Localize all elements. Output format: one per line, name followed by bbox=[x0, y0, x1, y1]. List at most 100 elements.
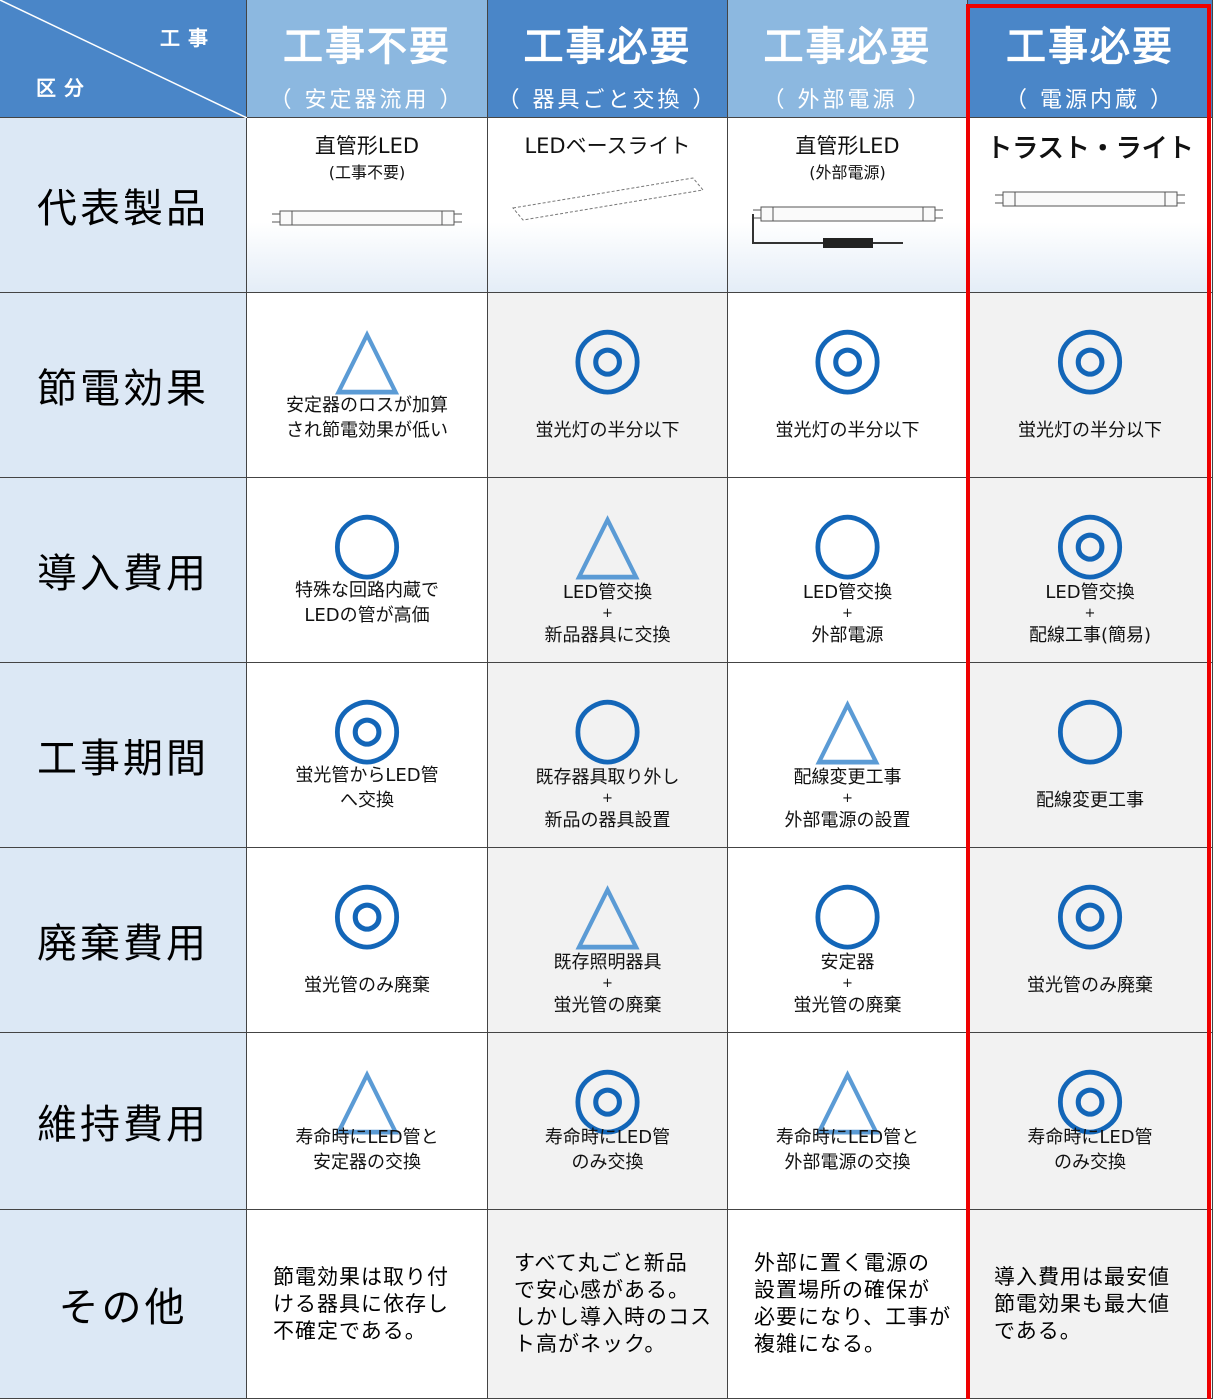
rating-symbol: △ bbox=[815, 1046, 880, 1144]
rating-symbol: ◎ bbox=[810, 306, 885, 404]
rating-symbol: ◎ bbox=[1053, 861, 1127, 959]
cell-text: ける器具に依存し bbox=[273, 1291, 449, 1316]
column-header: 工事必要 （ 器具ごと交換 ） bbox=[488, 0, 728, 118]
cell-text-block: 寿命時にLED管 のみ交換 bbox=[968, 1125, 1212, 1175]
cell-text: 蛍光管のみ廃棄 bbox=[304, 975, 430, 996]
cell-text-block: 安定器 + 蛍光管の廃棄 bbox=[728, 950, 967, 1018]
column-header: 工事必要 （ 外部電源 ） bbox=[728, 0, 968, 118]
product-illustration bbox=[751, 206, 943, 248]
cell: 直管形LED (工事不要) bbox=[247, 118, 488, 293]
rating-symbol: ○ bbox=[330, 491, 404, 589]
cell-text: 寿命時にLED管 bbox=[1027, 1127, 1153, 1148]
row-label: 導入費用 bbox=[0, 478, 247, 663]
cell-text: 外部に置く電源の bbox=[754, 1251, 930, 1275]
column-title: 工事必要 bbox=[1006, 24, 1174, 70]
cell-text-block: LED管交換 + 新品器具に交換 bbox=[488, 580, 727, 648]
cell-text: 安定器の交換 bbox=[313, 1152, 421, 1173]
rating-symbol: △ bbox=[575, 861, 640, 959]
rating-symbol: ◎ bbox=[1053, 306, 1127, 404]
cell-text: + bbox=[842, 606, 853, 621]
cell-text: 新品の器具設置 bbox=[544, 810, 671, 831]
column-header: 工事不要 （ 安定器流用 ） bbox=[247, 0, 488, 118]
cell-text: 蛍光管のみ廃棄 bbox=[1027, 975, 1153, 996]
cell-text: 配線工事(簡易) bbox=[1028, 625, 1152, 646]
row-label: その他 bbox=[0, 1210, 247, 1399]
column-subtitle: （ 外部電源 ） bbox=[762, 88, 933, 113]
cell: LEDベースライト bbox=[488, 118, 728, 293]
column-subtitle: （ 器具ごと交換 ） bbox=[497, 88, 718, 113]
cell: △ 配線変更工事 + 外部電源の設置 bbox=[728, 663, 968, 848]
rating-symbol: ○ bbox=[810, 491, 885, 589]
cell: △ 安定器のロスが加算 され節電効果が低い bbox=[247, 293, 488, 478]
cell: ○ 配線変更工事 bbox=[968, 663, 1213, 848]
rating-symbol: △ bbox=[575, 491, 640, 589]
cell-text-block: 蛍光管のみ廃棄 bbox=[968, 973, 1212, 998]
cell-text: へ交換 bbox=[340, 790, 394, 811]
cell-text-block: 蛍光灯の半分以下 bbox=[968, 418, 1212, 443]
cell-text: 新品器具に交換 bbox=[544, 625, 671, 646]
cell-text: ト高がネック。 bbox=[514, 1332, 667, 1356]
product-name: 直管形LED (外部電源) bbox=[728, 132, 967, 185]
rating-symbol: △ bbox=[815, 676, 880, 774]
corner-bottom: 区分 bbox=[36, 76, 92, 100]
rating-symbol: △ bbox=[334, 1046, 400, 1144]
product-image bbox=[247, 193, 487, 248]
cell: △ 既存照明器具 + 蛍光管の廃棄 bbox=[488, 848, 728, 1033]
cell: ◎ 寿命時にLED管 のみ交換 bbox=[968, 1033, 1213, 1210]
product-image bbox=[968, 174, 1212, 229]
row-label: 代表製品 bbox=[0, 118, 247, 293]
column-subtitle: （ 電源内蔵 ） bbox=[1005, 88, 1175, 113]
product-illustration bbox=[511, 177, 704, 221]
cell-text: 直管形LED bbox=[795, 134, 900, 158]
diagonal bbox=[0, 0, 247, 118]
cell-text: 既存照明器具 bbox=[553, 952, 662, 973]
product-name: 直管形LED (工事不要) bbox=[247, 132, 487, 185]
cell-text: LEDベースライト bbox=[524, 134, 691, 158]
rating-symbol: ◎ bbox=[330, 676, 404, 774]
cell-text: LED管交換 bbox=[1045, 582, 1135, 603]
cell-text: のみ交換 bbox=[1054, 1152, 1126, 1173]
cell-text: 寿命時にLED管 bbox=[544, 1127, 671, 1148]
cell-text: 蛍光灯の半分以下 bbox=[775, 420, 920, 441]
rating-symbol: ◎ bbox=[330, 861, 404, 959]
corner: 工事 区分 bbox=[0, 0, 247, 118]
cell: すべて丸ごと新品 で安心感がある。 しかし導入時のコス ト高がネック。 bbox=[488, 1210, 728, 1399]
cell: 外部に置く電源の 設置場所の確保が 必要になり、工事が 複雑になる。 bbox=[728, 1210, 968, 1399]
cell-text: (外部電源) bbox=[809, 163, 886, 182]
cell-text: 節電効果も最大値 bbox=[994, 1291, 1170, 1316]
product-image bbox=[488, 168, 727, 233]
row-label: 廃棄費用 bbox=[0, 848, 247, 1033]
cell-text-block: 蛍光灯の半分以下 bbox=[488, 418, 727, 443]
cell-text: 特殊な回路内蔵で bbox=[295, 580, 439, 601]
cell: △ 寿命時にLED管と 外部電源の交換 bbox=[728, 1033, 968, 1210]
cell-text: 安定器 bbox=[820, 952, 875, 973]
product-illustration bbox=[995, 191, 1185, 207]
cell: ◎ 蛍光灯の半分以下 bbox=[968, 293, 1213, 478]
cell: 節電効果は取り付 ける器具に依存し 不確定である。 bbox=[247, 1210, 488, 1399]
cell-text-block: 安定器のロスが加算 され節電効果が低い bbox=[247, 393, 487, 443]
cell-text: 配線変更工事 bbox=[793, 767, 902, 788]
rating-symbol: △ bbox=[334, 306, 400, 404]
cell-text: 外部電源の交換 bbox=[784, 1152, 911, 1173]
cell-text-block: 配線変更工事 + 外部電源の設置 bbox=[728, 765, 967, 833]
cell-text: LED管交換 bbox=[562, 582, 653, 603]
cell: トラスト・ライト bbox=[968, 118, 1213, 293]
cell-text: 安定器のロスが加算 bbox=[286, 395, 448, 416]
cell-text: LED管交換 bbox=[802, 582, 893, 603]
cell-text: 外部電源の設置 bbox=[784, 810, 911, 831]
rating-symbol: ◎ bbox=[570, 1046, 645, 1144]
cell-text-block: 既存器具取り外し + 新品の器具設置 bbox=[488, 765, 727, 833]
cell: ○ LED管交換 + 外部電源 bbox=[728, 478, 968, 663]
cell-text: + bbox=[602, 976, 613, 991]
cell-text-block: 既存照明器具 + 蛍光管の廃棄 bbox=[488, 950, 727, 1018]
cell-text: 蛍光管の廃棄 bbox=[793, 995, 902, 1016]
cell-text-block: 寿命時にLED管と 外部電源の交換 bbox=[728, 1125, 967, 1175]
row-label: 工事期間 bbox=[0, 663, 247, 848]
cell-text: + bbox=[602, 791, 613, 806]
cell-text: 蛍光管の廃棄 bbox=[553, 995, 662, 1016]
rating-symbol: ◎ bbox=[570, 306, 645, 404]
column-title: 工事不要 bbox=[283, 24, 451, 70]
cell: ○ 特殊な回路内蔵で LEDの管が高価 bbox=[247, 478, 488, 663]
cell-text: である。 bbox=[994, 1318, 1082, 1343]
